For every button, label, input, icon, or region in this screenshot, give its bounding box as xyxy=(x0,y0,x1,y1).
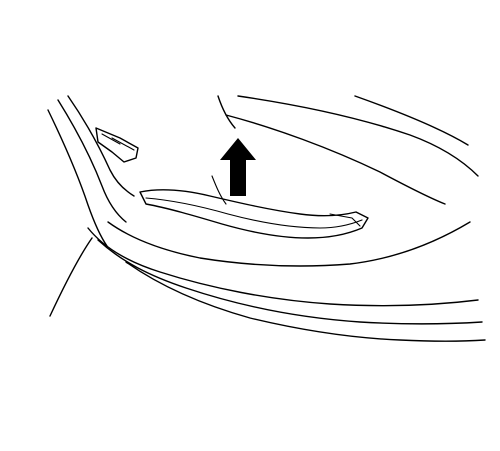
left-clip-detail-2 xyxy=(101,133,121,145)
left-clip-detail xyxy=(111,137,135,151)
sill-curve-2 xyxy=(97,239,483,325)
upper-contour-line-2 xyxy=(354,95,469,146)
trim-panel-body xyxy=(139,189,369,239)
removal-arrow-icon xyxy=(220,138,256,196)
sill-curve-3 xyxy=(125,261,486,342)
sill-curve-1 xyxy=(87,227,479,307)
left-pillar-inner-2 xyxy=(67,95,135,197)
arrow-up-icon xyxy=(220,138,256,196)
upper-contour-line-1 xyxy=(237,95,479,177)
left-clip xyxy=(95,127,139,163)
upper-surface-lines xyxy=(217,95,479,205)
trim-panel-end-detail xyxy=(329,213,361,227)
panel-lift-line xyxy=(211,175,227,205)
trim-panel xyxy=(139,175,369,239)
left-pillar-lines xyxy=(47,95,135,317)
left-lower-diagonal xyxy=(49,237,93,317)
sill-curves xyxy=(87,221,486,342)
left-clip-body xyxy=(95,127,139,163)
sill-curve-4 xyxy=(107,221,471,267)
left-pillar-outer xyxy=(47,109,108,247)
upper-contour-line-3 xyxy=(225,114,446,205)
left-pillar-inner xyxy=(57,99,127,223)
upper-edge-line xyxy=(217,95,236,129)
trim-panel-ridge xyxy=(145,197,363,229)
